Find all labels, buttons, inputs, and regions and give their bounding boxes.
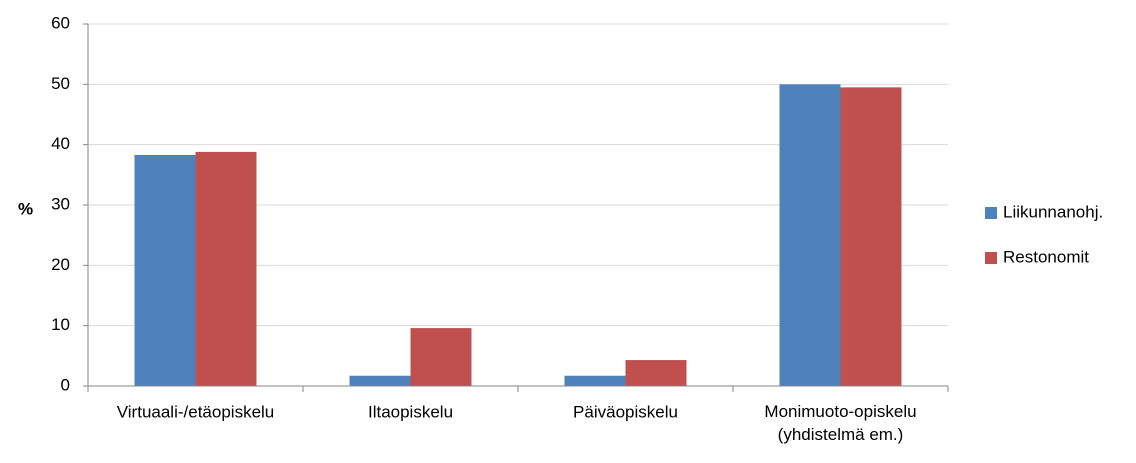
bar — [840, 87, 902, 386]
bar — [779, 84, 841, 386]
bar — [625, 360, 687, 386]
bar — [564, 375, 626, 386]
y-tick-label: 0 — [61, 375, 70, 394]
x-tick-label: Monimuoto-opiskelu (yhdistelmä em.) — [764, 402, 916, 444]
y-tick-label: 60 — [51, 13, 70, 32]
y-tick-label: 50 — [51, 74, 70, 93]
y-tick-label: 40 — [51, 134, 70, 153]
bar — [134, 154, 196, 386]
y-tick-label: 30 — [51, 194, 70, 213]
x-tick-label: Virtuaali-/etäopiskelu — [117, 402, 275, 421]
bar — [410, 328, 472, 386]
bar — [349, 375, 411, 386]
bar — [195, 151, 257, 386]
y-axis-label: % — [18, 199, 33, 218]
x-tick-label: Iltaopiskelu — [368, 402, 453, 421]
legend-label: Liikunnanohj. — [1003, 202, 1103, 221]
y-tick-label: 10 — [51, 315, 70, 334]
legend-label: Restonomit — [1003, 247, 1089, 266]
legend-swatch — [985, 207, 997, 219]
y-tick-label: 20 — [51, 255, 70, 274]
x-tick-label: Päiväopiskelu — [573, 402, 678, 421]
legend-swatch — [985, 252, 997, 264]
